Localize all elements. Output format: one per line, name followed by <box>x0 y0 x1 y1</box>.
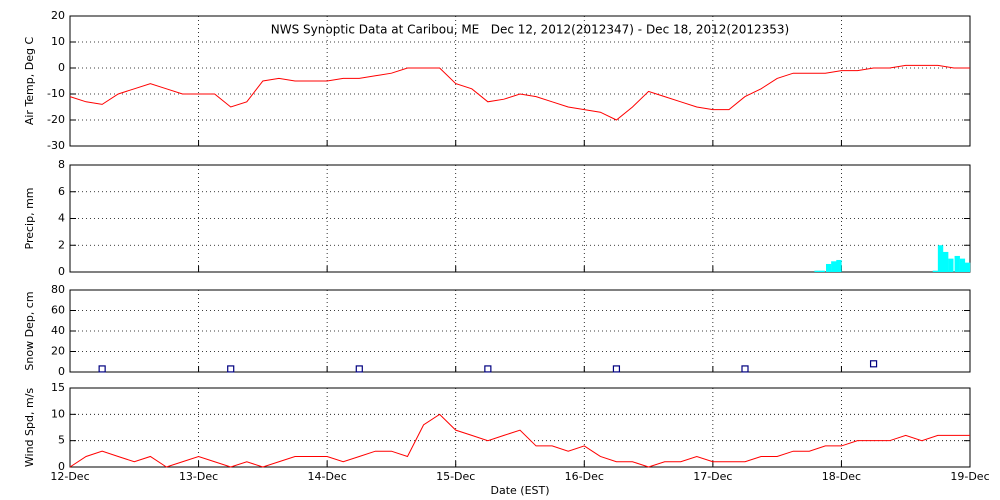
y-tick-label: 20 <box>51 9 65 22</box>
y-axis-label: Precip, mm <box>23 188 36 250</box>
x-tick-label: 16-Dec <box>565 470 604 483</box>
y-tick-label: -10 <box>47 87 65 100</box>
bar <box>954 255 960 272</box>
point <box>227 365 235 373</box>
y-tick-label: 0 <box>58 365 65 378</box>
x-tick-label: 17-Dec <box>693 470 732 483</box>
y-tick-label: 6 <box>58 185 65 198</box>
point <box>612 365 621 373</box>
x-axis-label: Date (EST) <box>490 484 549 497</box>
x-tick-label: 12-Dec <box>50 470 89 483</box>
data-line <box>69 413 970 468</box>
y-tick-label: 8 <box>58 158 65 171</box>
bar <box>948 258 954 272</box>
y-tick-label: 10 <box>51 35 65 48</box>
y-tick-label: -20 <box>47 113 65 126</box>
y-tick-label: 0 <box>58 460 65 473</box>
bar <box>831 261 837 272</box>
bar <box>937 245 944 272</box>
y-tick-label: 10 <box>51 407 65 420</box>
y-axis-label: Air Temp, Deg C <box>23 37 36 126</box>
y-tick-label: 60 <box>51 304 65 317</box>
y-tick-label: 80 <box>51 283 65 296</box>
y-tick-label: 40 <box>51 324 65 337</box>
point <box>484 365 492 373</box>
y-tick-label: -30 <box>47 139 65 152</box>
y-tick-label: 5 <box>58 434 65 447</box>
plot-frame <box>69 15 971 147</box>
bar <box>964 262 971 272</box>
point <box>741 365 749 373</box>
bar <box>932 270 939 272</box>
point <box>98 365 106 373</box>
x-tick-label: 19-Dec <box>950 470 989 483</box>
bar <box>943 251 949 272</box>
x-tick-label: 18-Dec <box>822 470 861 483</box>
plot-frame <box>69 164 971 273</box>
plot-frame <box>69 387 971 468</box>
y-tick-label: 0 <box>58 265 65 278</box>
bar <box>826 263 832 272</box>
bar <box>959 258 966 272</box>
x-tick-label: 15-Dec <box>436 470 475 483</box>
x-tick-label: 14-Dec <box>308 470 347 483</box>
y-tick-label: 4 <box>58 212 65 225</box>
point <box>869 360 878 368</box>
data-line <box>69 64 970 121</box>
y-tick-label: 15 <box>51 381 65 394</box>
x-tick-label: 13-Dec <box>179 470 218 483</box>
y-tick-label: 0 <box>58 61 65 74</box>
y-tick-label: 2 <box>58 238 65 251</box>
plot-frame <box>69 289 971 373</box>
y-tick-label: 20 <box>51 345 65 358</box>
point <box>355 365 363 373</box>
bar <box>819 270 825 272</box>
chart-title: NWS Synoptic Data at Caribou, ME Dec 12,… <box>271 23 789 37</box>
bar <box>814 270 820 272</box>
y-axis-label: Snow Dep, cm <box>23 291 36 370</box>
y-axis-label: Wind Spd, m/s <box>23 388 36 468</box>
bar <box>836 259 842 272</box>
